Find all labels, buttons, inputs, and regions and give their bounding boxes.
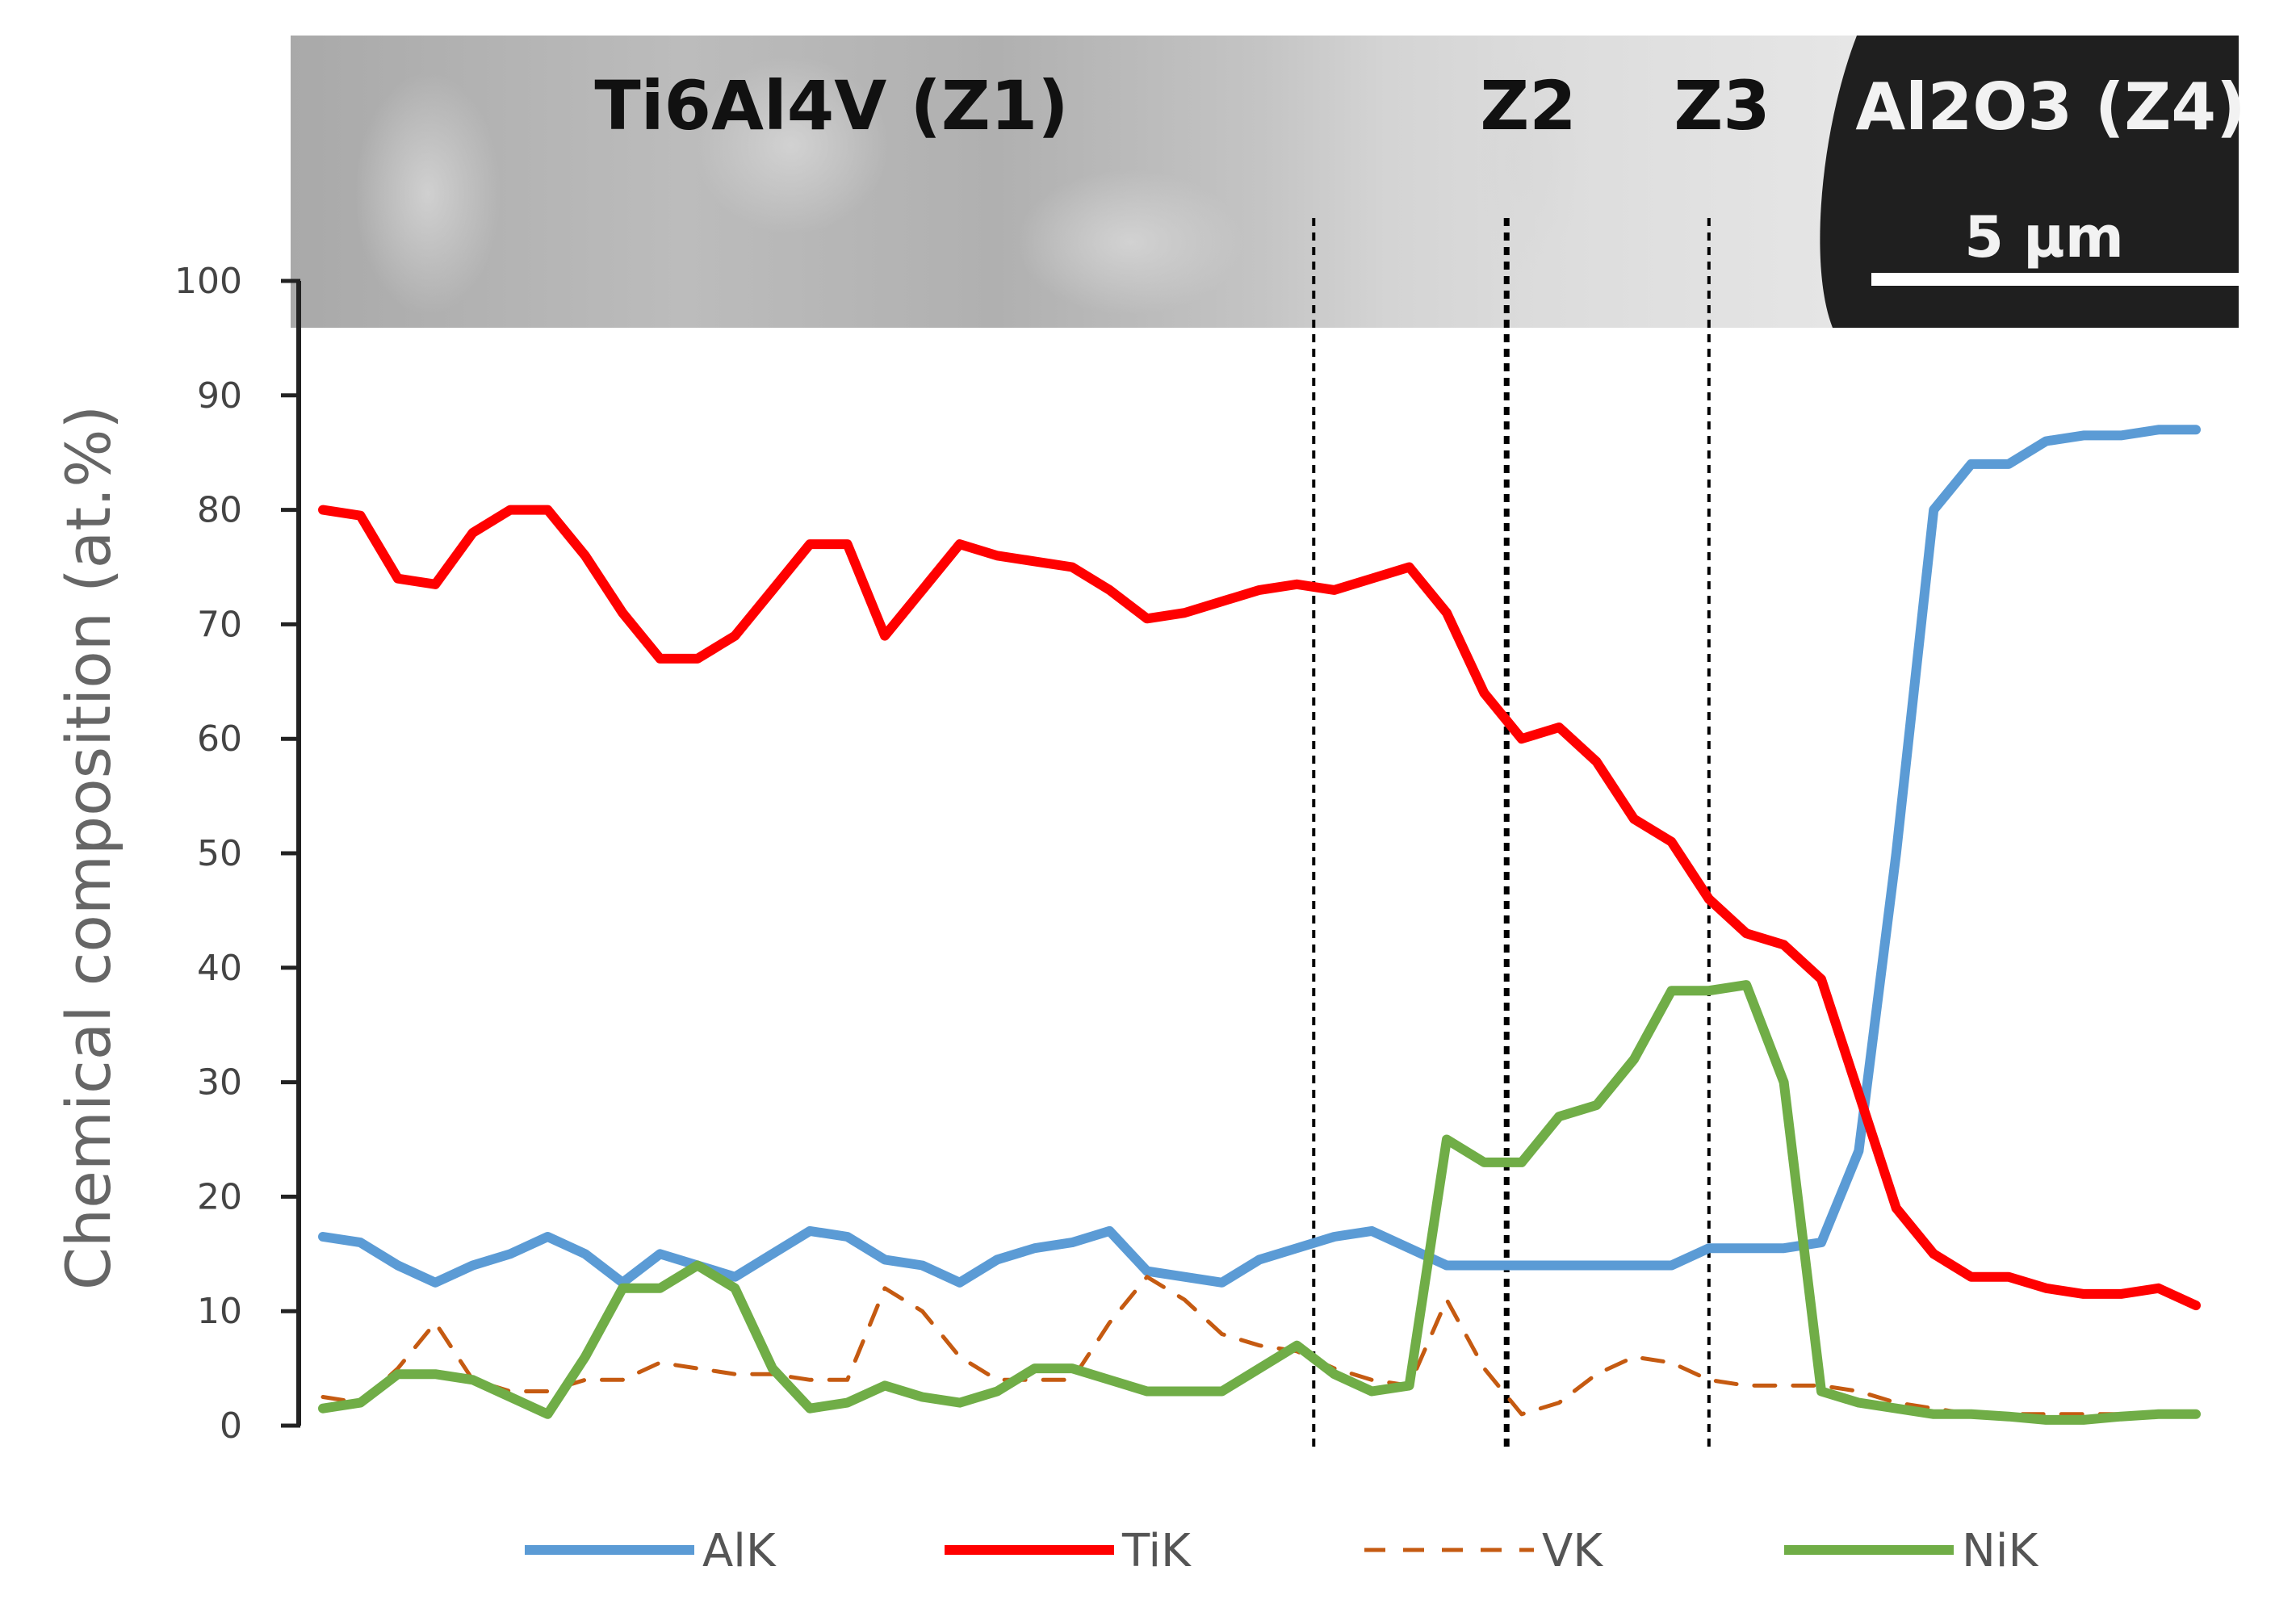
sem-image: Ti6Al4V (Z1) Z2 Z3 Al2O3 (Z4) 5 µm bbox=[291, 36, 2246, 328]
y-tick-label: 100 bbox=[174, 261, 242, 302]
y-tick-label: 40 bbox=[197, 948, 242, 989]
legend-label-vk: VK bbox=[1542, 1525, 1603, 1577]
sem-grain-1 bbox=[355, 73, 501, 315]
series-line-alk bbox=[318, 425, 2201, 1288]
legend: AlK TiK VK NiK bbox=[525, 1525, 2038, 1577]
sem-ceramic-region bbox=[1820, 36, 2239, 328]
y-tick-label: 10 bbox=[197, 1291, 242, 1332]
zone-label-z1: Ti6Al4V (Z1) bbox=[594, 66, 1068, 145]
y-tick-label: 60 bbox=[197, 718, 242, 760]
zone-label-z4: Al2O3 (Z4) bbox=[1855, 69, 2245, 145]
sem-grain-3 bbox=[1017, 170, 1243, 315]
y-axis-label: Chemical composition (at.%) bbox=[52, 405, 124, 1290]
series-line-vk bbox=[321, 1275, 2198, 1417]
legend-label-alk: AlK bbox=[702, 1525, 777, 1577]
y-tick-label: 80 bbox=[197, 490, 242, 531]
y-tick-label: 0 bbox=[220, 1405, 242, 1447]
y-tick-label: 90 bbox=[197, 375, 242, 417]
legend-label-nik: NiK bbox=[1962, 1525, 2038, 1577]
y-tick-label: 50 bbox=[197, 833, 242, 874]
scale-bar-label: 5 µm bbox=[1964, 204, 2124, 270]
y-tick-label: 20 bbox=[197, 1176, 242, 1217]
legend-label-tik: TiK bbox=[1121, 1525, 1192, 1577]
y-tick-label: 70 bbox=[197, 604, 242, 645]
scale-bar bbox=[1871, 273, 2243, 286]
sem-grain-4 bbox=[1453, 48, 1582, 274]
zone-label-z2: Z2 bbox=[1480, 66, 1576, 145]
zone-label-z3: Z3 bbox=[1674, 66, 1770, 145]
zone-boundaries bbox=[1312, 218, 1711, 1453]
series-line-tik bbox=[318, 505, 2201, 1311]
y-ticks: 0 10 20 30 40 50 60 70 80 90 100 bbox=[174, 261, 300, 1447]
sem-grain-2 bbox=[694, 57, 888, 234]
y-tick-label: 30 bbox=[197, 1062, 242, 1104]
series-line-nik bbox=[318, 980, 2201, 1425]
series-group bbox=[318, 425, 2201, 1425]
